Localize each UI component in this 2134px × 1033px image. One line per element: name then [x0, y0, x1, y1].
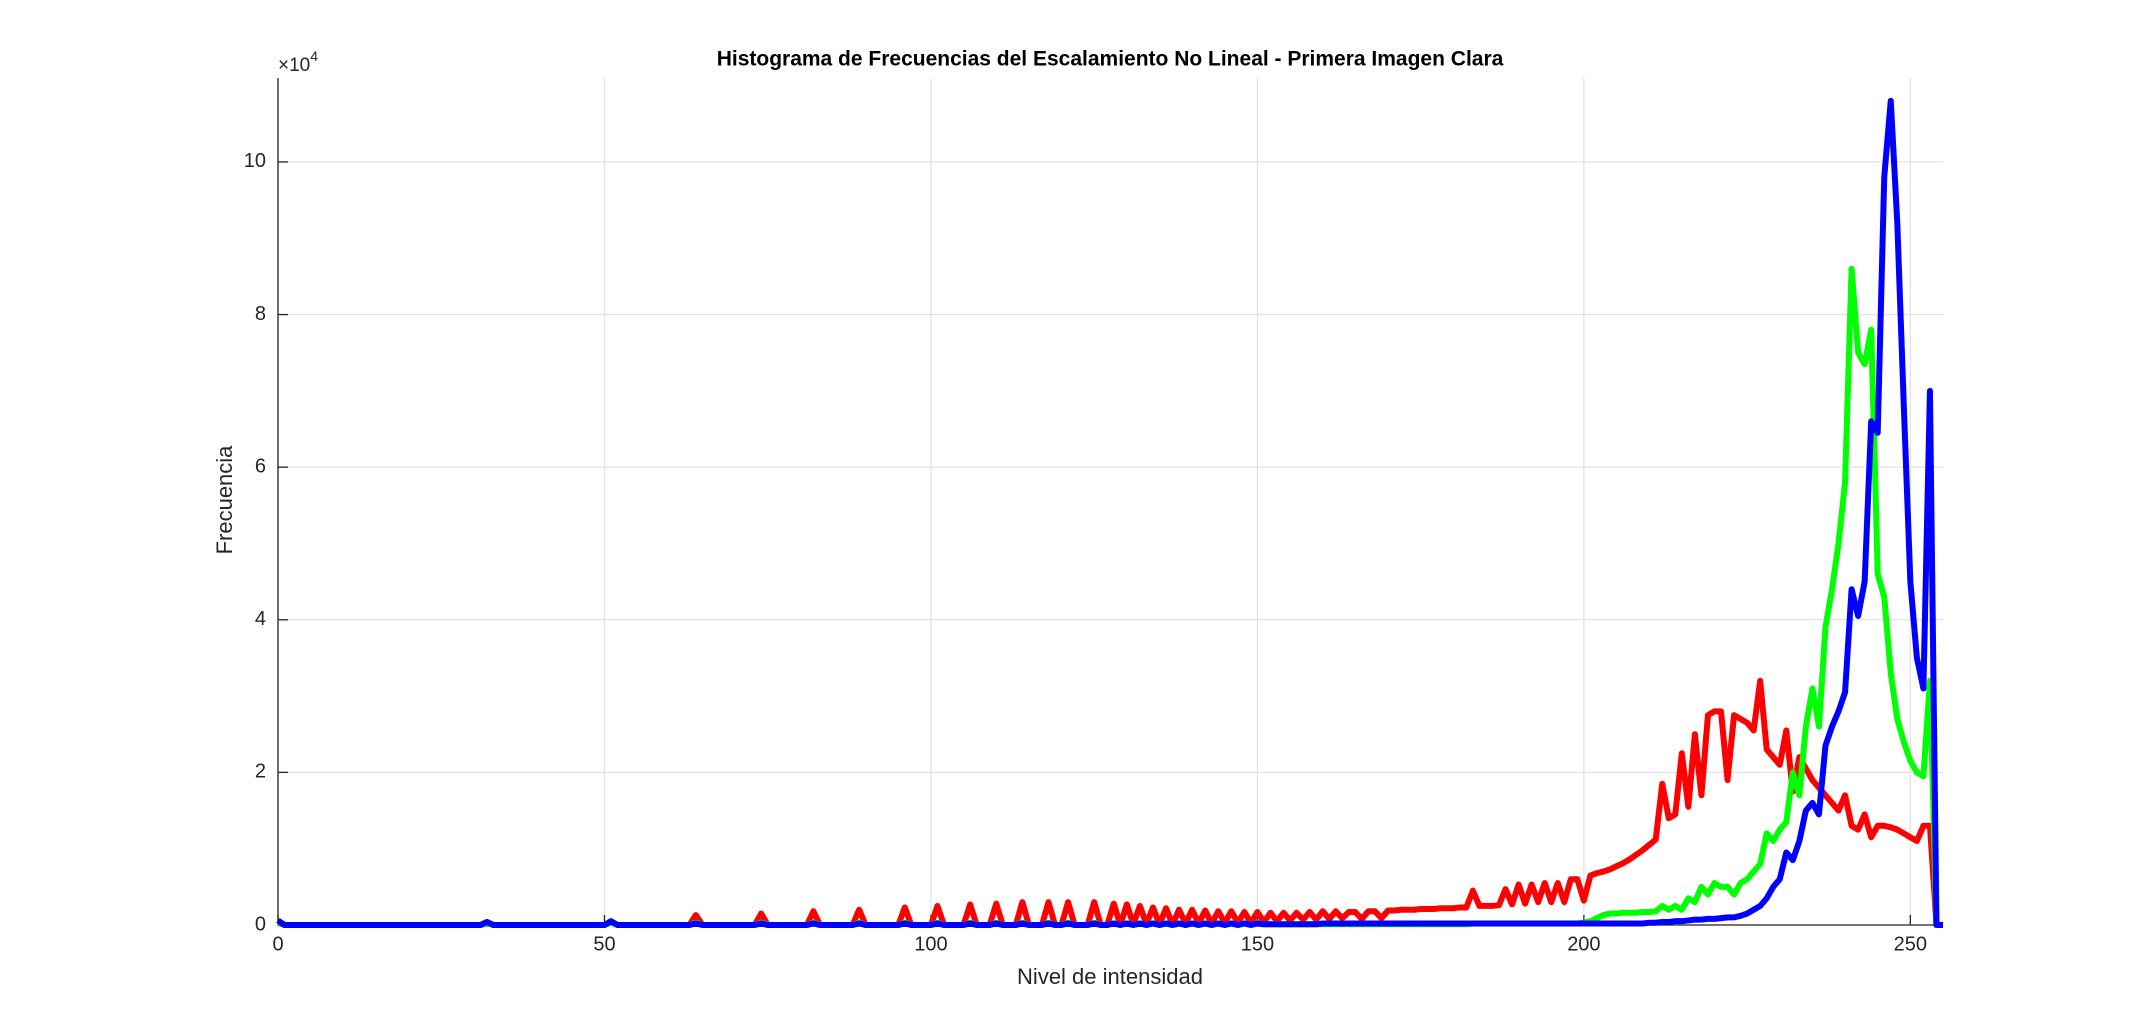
- y-tick-label: 10: [244, 150, 266, 172]
- x-tick-label: 250: [1894, 933, 1927, 955]
- series-line: [276, 97, 1943, 928]
- x-tick-label: 200: [1567, 933, 1600, 955]
- y-tick-label: 6: [255, 455, 266, 477]
- x-tick-label: 0: [272, 933, 283, 955]
- x-tick-label: 100: [914, 933, 947, 955]
- x-tick-label: 50: [593, 933, 615, 955]
- y-exponent-base: ×10: [278, 55, 310, 76]
- y-exponent-power: 4: [310, 48, 318, 64]
- x-axis-label: Nivel de intensidad: [1017, 964, 1203, 989]
- y-tick-label: 0: [255, 913, 266, 935]
- y-exponent: ×104: [278, 48, 318, 76]
- y-tick-label: 4: [255, 608, 266, 630]
- y-axis-label: Frecuencia: [212, 445, 237, 555]
- x-tick-label: 150: [1241, 933, 1274, 955]
- y-tick-label: 2: [255, 761, 266, 783]
- chart-title: Histograma de Frecuencias del Escalamien…: [717, 48, 1504, 71]
- y-tick-label: 8: [255, 303, 266, 325]
